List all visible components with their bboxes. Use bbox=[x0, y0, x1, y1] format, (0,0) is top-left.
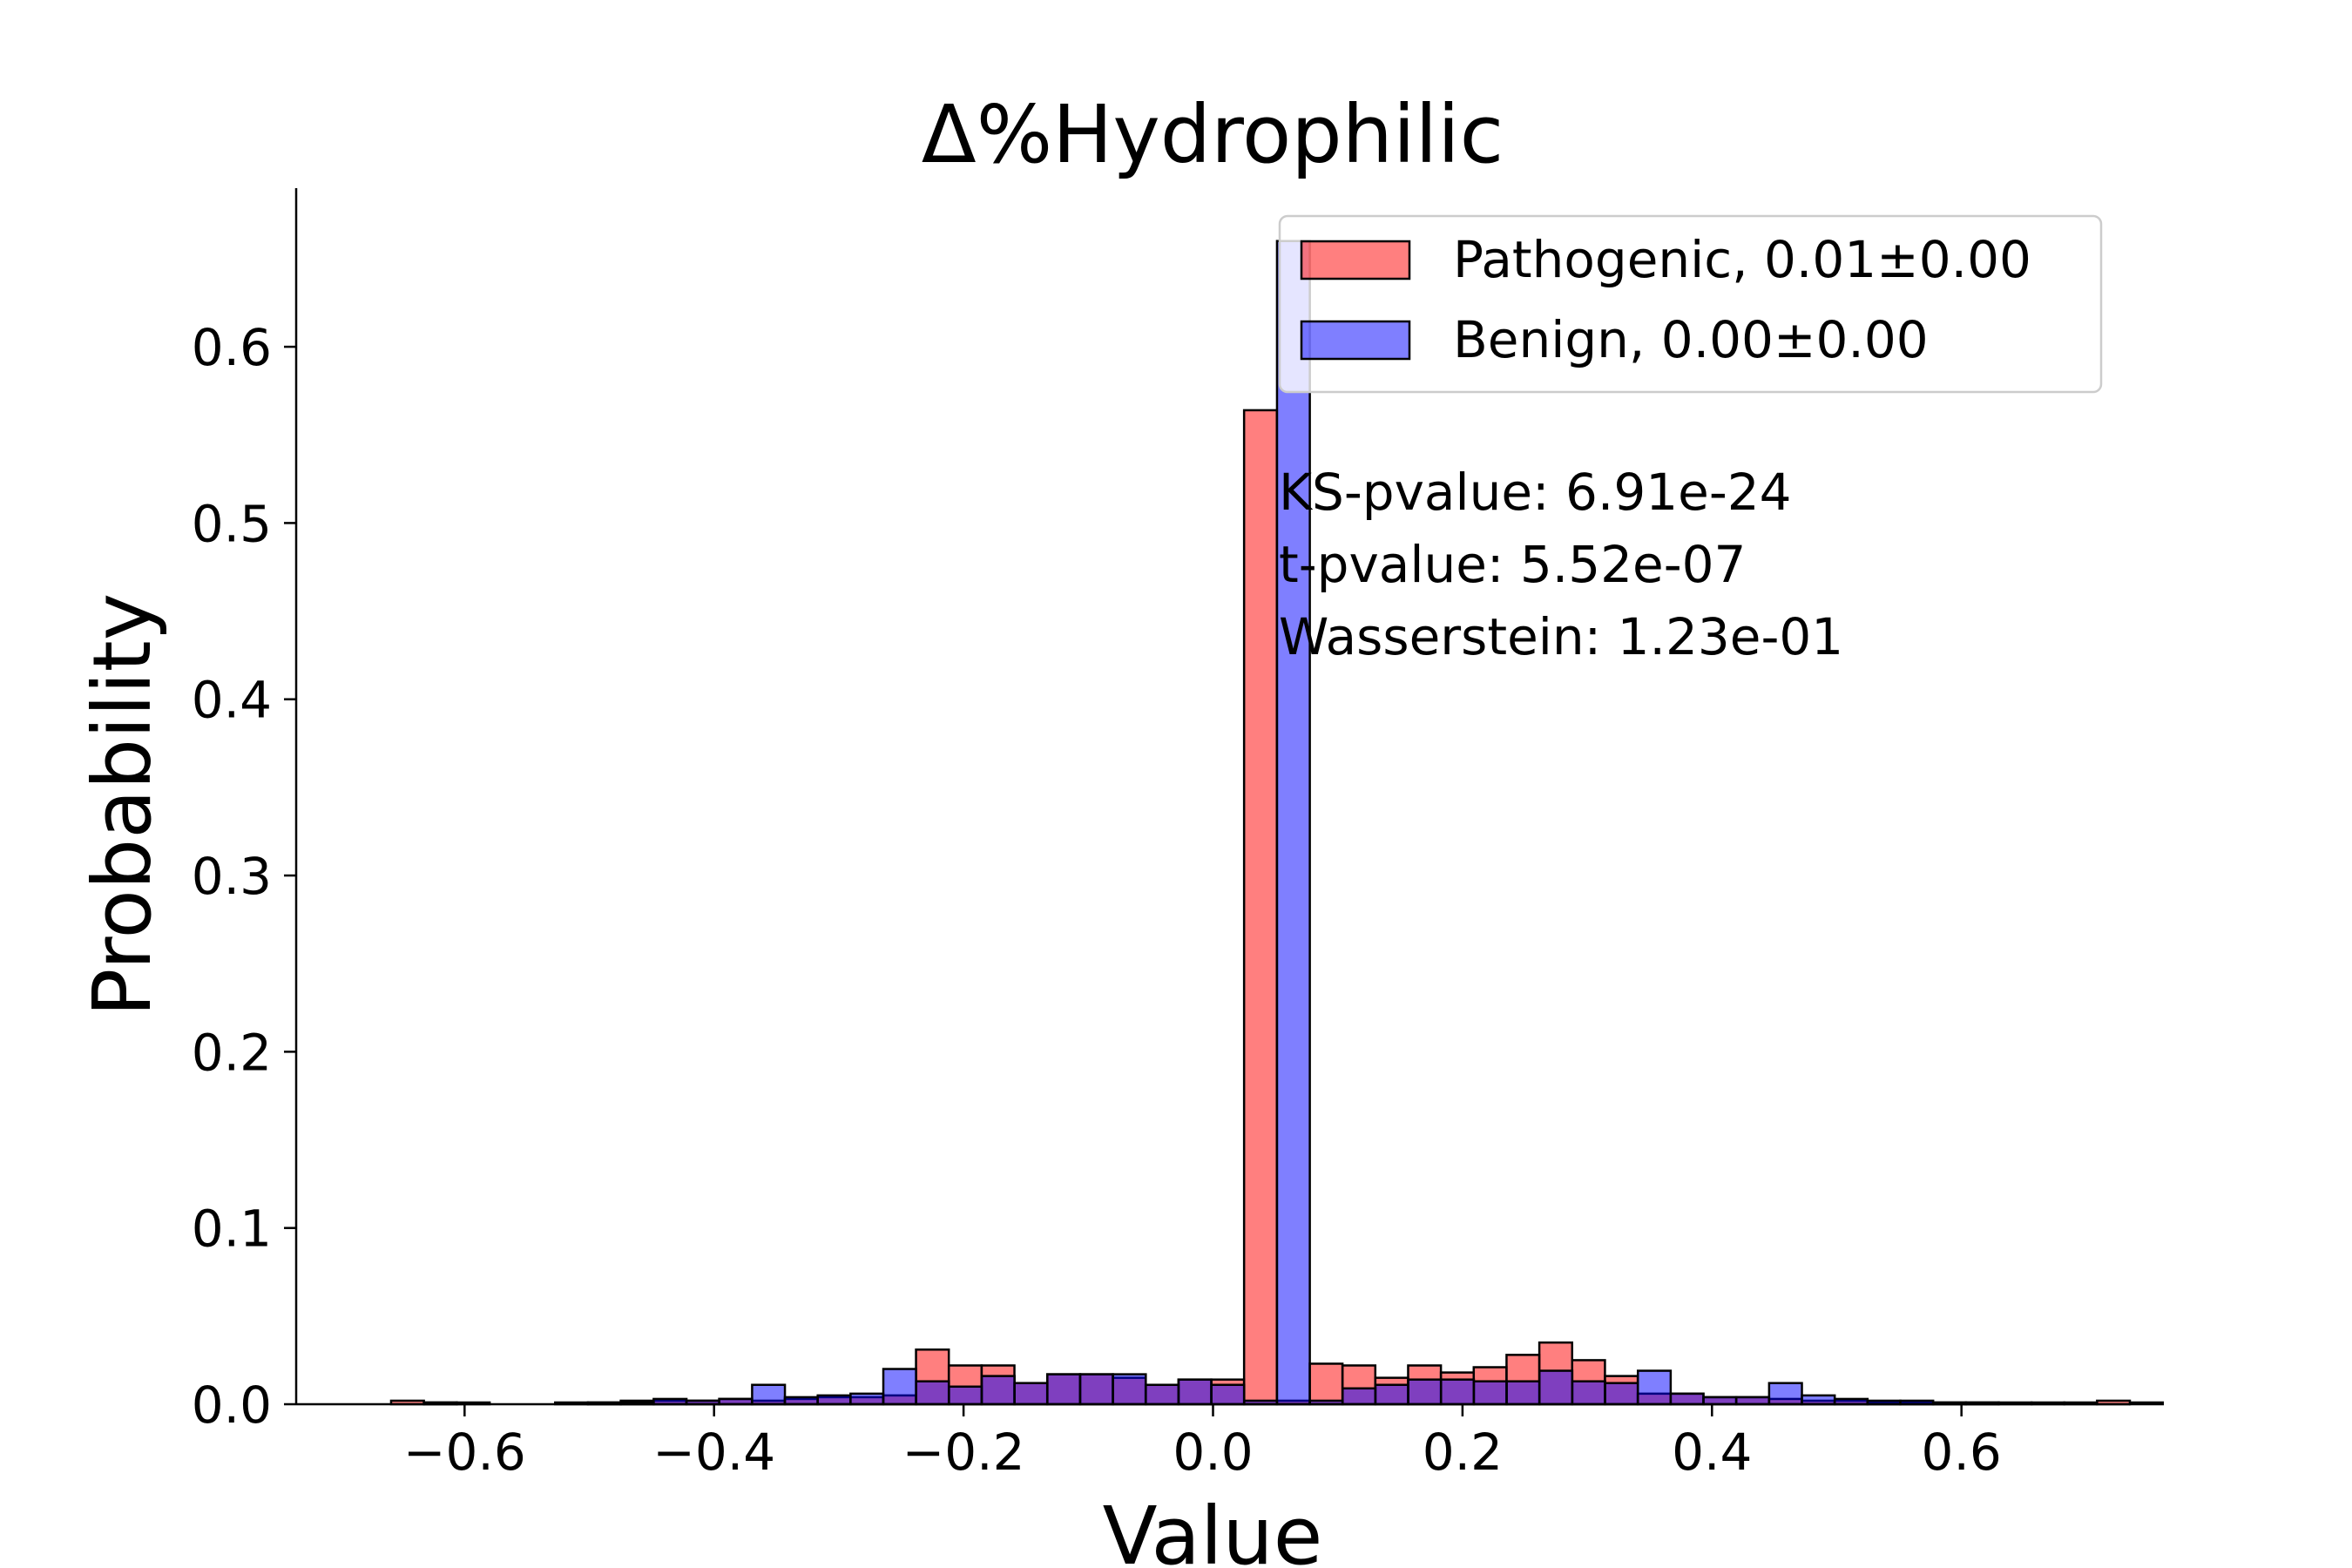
x-tick-label: 0.2 bbox=[1423, 1423, 1503, 1482]
benign-bar bbox=[1078, 1373, 1114, 1406]
benign-bar bbox=[1472, 1380, 1508, 1406]
benign-bar bbox=[1177, 1378, 1213, 1406]
benign-bar bbox=[1440, 1378, 1476, 1406]
benign-bar bbox=[1604, 1382, 1639, 1406]
benign-bar bbox=[1538, 1369, 1574, 1406]
y-tick-label: 0.3 bbox=[192, 847, 272, 906]
wasserstein-text: Wasserstein: 1.23e-01 bbox=[1279, 607, 1843, 666]
y-tick-label: 0.2 bbox=[192, 1023, 272, 1082]
benign-bar bbox=[1342, 1387, 1377, 1406]
benign-bar bbox=[1046, 1373, 1082, 1406]
benign-bar bbox=[1112, 1373, 1147, 1406]
benign-bar bbox=[1767, 1382, 1803, 1406]
chart-title: Δ%Hydrophilic bbox=[922, 88, 1504, 181]
x-tick-label: −0.6 bbox=[403, 1423, 526, 1482]
benign-bar bbox=[980, 1375, 1016, 1406]
legend-swatch-benign bbox=[1300, 320, 1411, 361]
benign-bar bbox=[1571, 1380, 1606, 1406]
legend-label-pathogenic: Pathogenic, 0.01±0.00 bbox=[1453, 230, 2031, 289]
benign-bar bbox=[915, 1380, 950, 1406]
y-tick-label: 0.4 bbox=[192, 671, 272, 730]
x-tick-label: 0.0 bbox=[1173, 1423, 1253, 1482]
t-pvalue-text: t-pvalue: 5.52e-07 bbox=[1279, 535, 1746, 594]
benign-bar bbox=[1374, 1383, 1409, 1406]
y-tick-label: 0.1 bbox=[192, 1200, 272, 1259]
ks-pvalue-text: KS-pvalue: 6.91e-24 bbox=[1279, 463, 1792, 522]
x-tick-label: 0.4 bbox=[1672, 1423, 1752, 1482]
benign-bar bbox=[948, 1385, 983, 1406]
x-tick-label: 0.6 bbox=[1922, 1423, 2002, 1482]
benign-bar bbox=[1636, 1369, 1673, 1406]
legend-swatch-pathogenic bbox=[1300, 240, 1411, 280]
y-tick-label: 0.6 bbox=[192, 318, 272, 377]
stats-annotation: KS-pvalue: 6.91e-24 t-pvalue: 5.52e-07 W… bbox=[1279, 463, 1843, 666]
benign-bar bbox=[882, 1368, 917, 1406]
benign-bar bbox=[1505, 1380, 1541, 1406]
benign-bar bbox=[816, 1394, 852, 1406]
x-tick-label: −0.4 bbox=[652, 1423, 775, 1482]
y-tick-label: 0.5 bbox=[192, 494, 272, 553]
pathogenic-bar bbox=[1242, 409, 1279, 1406]
y-axis-label: Probability bbox=[76, 593, 169, 1017]
legend-label-benign: Benign, 0.00±0.00 bbox=[1453, 310, 1929, 369]
legend-box bbox=[1278, 214, 2103, 394]
benign-bar bbox=[1275, 240, 1311, 1406]
benign-bar bbox=[751, 1383, 787, 1406]
benign-bar bbox=[1407, 1378, 1443, 1406]
y-tick-label: 0.0 bbox=[192, 1375, 272, 1435]
y-ticks: 0.0 0.1 0.2 0.3 0.4 0.5 0.6 bbox=[192, 318, 296, 1435]
benign-bar bbox=[1669, 1392, 1705, 1406]
x-axis-label: Value bbox=[1103, 1490, 1323, 1568]
benign-bar bbox=[2128, 1401, 2165, 1406]
legend: Pathogenic, 0.01±0.00 Benign, 0.00±0.00 bbox=[1278, 214, 2103, 394]
benign-bar bbox=[1210, 1383, 1246, 1406]
benign-bar bbox=[1013, 1382, 1049, 1406]
x-tick-label: −0.2 bbox=[902, 1423, 1025, 1482]
x-ticks: −0.6 −0.4 −0.2 0.0 0.2 0.4 0.6 bbox=[403, 1404, 2002, 1482]
benign-bar bbox=[849, 1392, 885, 1406]
benign-bar bbox=[1145, 1383, 1180, 1406]
pathogenic-bar bbox=[1308, 1362, 1344, 1406]
benign-bar bbox=[1801, 1394, 1836, 1406]
